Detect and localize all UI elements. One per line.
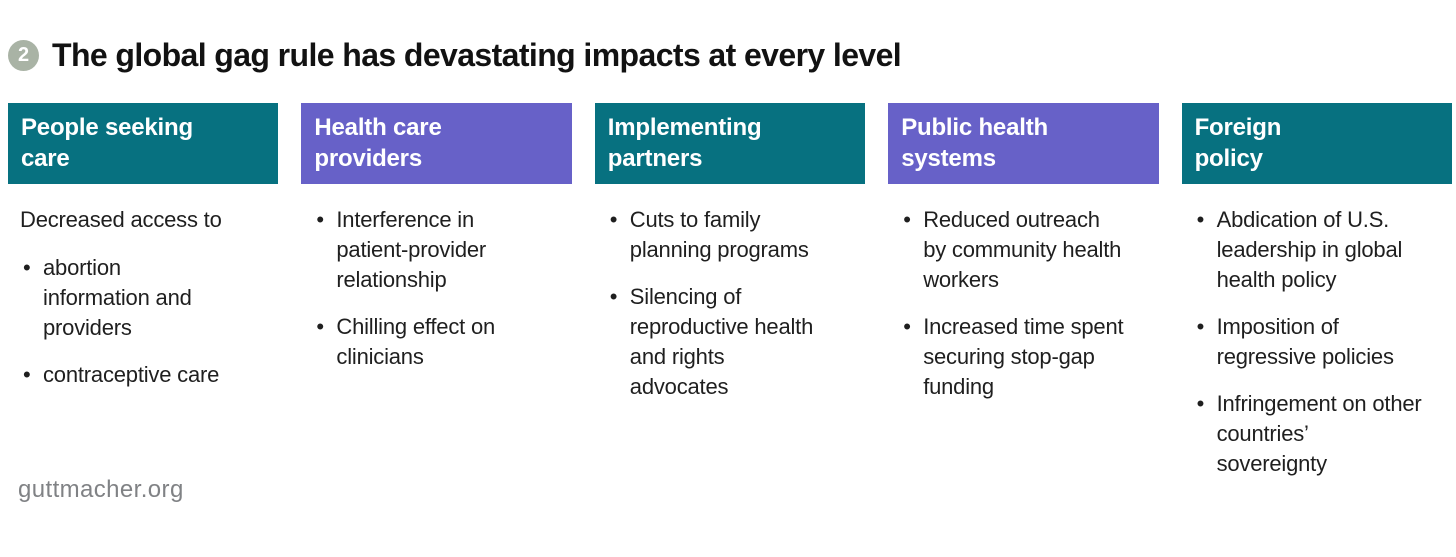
column-header-health-care-providers: Health care providers bbox=[301, 103, 572, 184]
column-public-health-systems: Public health systems Reduced outreach b… bbox=[888, 103, 1159, 496]
column-people-seeking-care: People seeking care Decreased access to … bbox=[8, 103, 279, 496]
bullet-item: abortion information and providers bbox=[20, 253, 229, 343]
column-foreign-policy: Foreign policy Abdication of U.S. leader… bbox=[1181, 103, 1452, 496]
bullet-list: Abdication of U.S. leadership in global … bbox=[1194, 205, 1452, 479]
column-header-implementing-partners: Implementing partners bbox=[594, 103, 866, 184]
column-health-care-providers: Health care providers Interference in pa… bbox=[301, 103, 572, 496]
bullet-list: Reduced outreach by community health wor… bbox=[900, 205, 1158, 402]
bullet-item: Silencing of reproductive health and rig… bbox=[607, 282, 816, 402]
column-implementing-partners: Implementing partners Cuts to family pla… bbox=[594, 103, 866, 496]
bullet-item: Chilling effect on clinicians bbox=[313, 312, 522, 372]
figure-title: The global gag rule has devastating impa… bbox=[52, 37, 902, 73]
bullet-list: Cuts to family planning programs Silenci… bbox=[607, 205, 865, 402]
bullet-list: abortion information and providers contr… bbox=[20, 253, 278, 390]
column-body: Decreased access to abortion information… bbox=[8, 205, 278, 390]
bullet-item: Infringement on other countries’ soverei… bbox=[1194, 389, 1422, 479]
step-number-badge: 2 bbox=[8, 40, 39, 71]
column-body: Abdication of U.S. leadership in global … bbox=[1182, 205, 1452, 479]
bullet-item: Reduced outreach by community health wor… bbox=[900, 205, 1128, 295]
bullet-item: Interference in patient-provider relatio… bbox=[313, 205, 522, 295]
column-header-foreign-policy: Foreign policy bbox=[1181, 103, 1452, 184]
bullet-item: Increased time spent securing stop-gap f… bbox=[900, 312, 1128, 402]
impact-columns: People seeking care Decreased access to … bbox=[8, 103, 1452, 496]
figure-header: 2 The global gag rule has devastating im… bbox=[8, 37, 902, 74]
column-header-public-health-systems: Public health systems bbox=[888, 103, 1159, 184]
column-body: Cuts to family planning programs Silenci… bbox=[595, 205, 865, 402]
column-intro: Decreased access to bbox=[20, 207, 222, 232]
column-body: Interference in patient-provider relatio… bbox=[301, 205, 571, 372]
bullet-item: Cuts to family planning programs bbox=[607, 205, 816, 265]
column-header-people-seeking-care: People seeking care bbox=[8, 103, 279, 184]
bullet-item: contraceptive care bbox=[20, 360, 229, 390]
bullet-list: Interference in patient-provider relatio… bbox=[313, 205, 571, 372]
source-url: guttmacher.org bbox=[18, 476, 184, 503]
bullet-item: Abdication of U.S. leadership in global … bbox=[1194, 205, 1422, 295]
bullet-item: Imposition of regressive policies bbox=[1194, 312, 1422, 372]
column-body: Reduced outreach by community health wor… bbox=[888, 205, 1158, 402]
